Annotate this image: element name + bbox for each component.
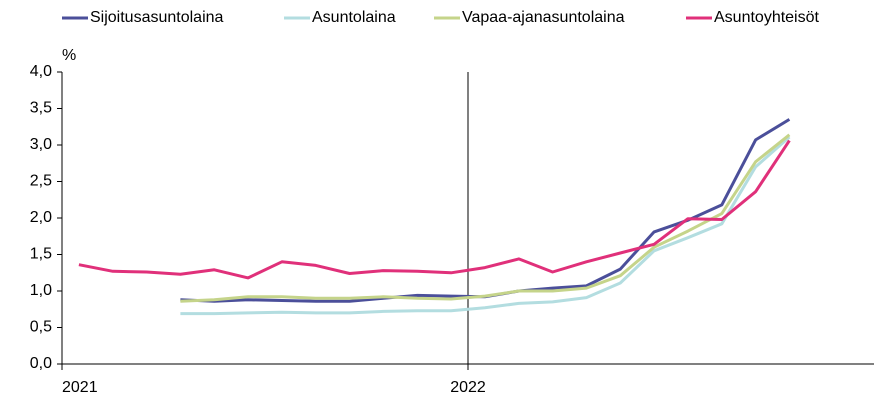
y-tick-label: 4,0 xyxy=(30,63,52,80)
series-line xyxy=(78,139,791,280)
legend-label: Asuntoyhteisöt xyxy=(714,9,820,26)
series-line xyxy=(180,135,791,316)
legend-label: Vapaa-ajanasuntolaina xyxy=(462,9,625,26)
series-line xyxy=(180,133,791,303)
y-tick-label: 3,5 xyxy=(30,100,52,117)
legend-label: Sijoitusasuntolaina xyxy=(90,9,224,26)
y-tick-label: 1,5 xyxy=(30,246,52,263)
y-tick-label: 3,0 xyxy=(30,136,52,153)
x-tick-label: 2022 xyxy=(450,379,486,396)
y-axis-label: % xyxy=(62,47,76,64)
y-tick-label: 1,0 xyxy=(30,282,52,299)
x-tick-label: 2021 xyxy=(62,379,98,396)
legend-label: Asuntolaina xyxy=(312,9,396,26)
y-tick-label: 2,0 xyxy=(30,209,52,226)
series-line xyxy=(180,118,791,303)
y-tick-label: 0,5 xyxy=(30,319,52,336)
y-tick-label: 2,5 xyxy=(30,173,52,190)
y-tick-label: 0,0 xyxy=(30,355,52,372)
